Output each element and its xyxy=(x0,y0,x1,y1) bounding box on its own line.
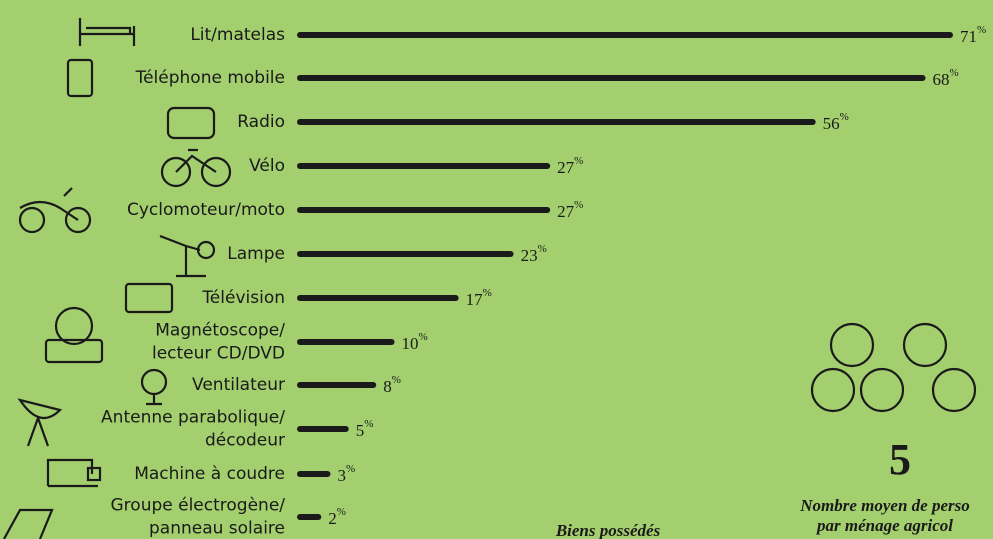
value: 17 xyxy=(466,290,484,309)
fan-icon xyxy=(140,368,168,406)
value: 27 xyxy=(557,158,575,177)
category-label: Vélo xyxy=(249,156,285,176)
value-label: 2% xyxy=(328,506,346,528)
value-label: 10% xyxy=(402,331,428,353)
value: 2 xyxy=(328,509,337,528)
category-label: Lampe xyxy=(227,244,285,264)
value: 56 xyxy=(823,114,840,133)
value-label: 56% xyxy=(823,111,849,133)
unit: % xyxy=(364,418,373,430)
icons xyxy=(3,18,977,539)
people-icons xyxy=(810,322,977,413)
unit: % xyxy=(574,199,583,211)
solar-icon xyxy=(3,508,54,539)
unit: % xyxy=(538,243,547,255)
bike-icon xyxy=(160,148,232,188)
lamp-icon xyxy=(159,234,216,278)
value-label: 5% xyxy=(356,418,374,440)
unit: % xyxy=(419,331,428,343)
bed-icon xyxy=(78,18,136,46)
value: 71 xyxy=(960,27,977,46)
tv-icon xyxy=(124,282,174,314)
value: 3 xyxy=(337,466,346,485)
household-caption: Nombre moyen de perso xyxy=(799,496,970,515)
unit: % xyxy=(337,506,346,518)
value-label: 27% xyxy=(557,155,583,177)
unit: % xyxy=(392,374,401,386)
category-label: Lit/matelas xyxy=(190,25,285,45)
category-label: Machine à coudre xyxy=(134,464,285,484)
category-label: Magnétoscope/ xyxy=(155,321,285,341)
unit: % xyxy=(574,155,583,167)
value: 27 xyxy=(557,202,575,221)
unit: % xyxy=(840,111,849,123)
value: 23 xyxy=(521,246,538,265)
unit: % xyxy=(346,463,355,475)
unit: % xyxy=(977,24,986,36)
value-label: 68% xyxy=(933,67,959,89)
category-label: Groupe électrogène/ xyxy=(111,496,286,516)
household-size: 5 xyxy=(889,435,911,484)
chart-caption: Biens possédés xyxy=(555,521,661,539)
category-label: décodeur xyxy=(205,431,285,451)
radio-icon xyxy=(166,106,216,140)
value-label: 17% xyxy=(466,287,492,309)
unit: % xyxy=(950,67,959,79)
value-label: 27% xyxy=(557,199,583,221)
unit: % xyxy=(483,287,492,299)
value-label: 8% xyxy=(383,374,401,396)
category-label: Cyclomoteur/moto xyxy=(127,200,285,220)
dish-icon xyxy=(17,398,63,447)
category-label: Antenne parabolique/ xyxy=(101,408,285,428)
phone-icon xyxy=(66,58,94,98)
category-label: Ventilateur xyxy=(192,375,285,395)
category-label: panneau solaire xyxy=(149,519,285,539)
moto-icon xyxy=(18,187,92,234)
value-label: 3% xyxy=(337,463,355,485)
category-label: Radio xyxy=(237,112,285,132)
value: 68 xyxy=(933,70,950,89)
value: 8 xyxy=(383,377,392,396)
category-label: lecteur CD/DVD xyxy=(152,344,285,364)
value: 10 xyxy=(402,334,419,353)
vcr-icon xyxy=(44,306,104,364)
value-label: 71% xyxy=(960,24,986,46)
value: 5 xyxy=(356,421,365,440)
household-caption: par ménage agricol xyxy=(815,516,953,535)
category-label: Téléphone mobile xyxy=(135,68,285,88)
category-label: Télévision xyxy=(201,288,285,308)
value-label: 23% xyxy=(521,243,547,265)
sewing-icon xyxy=(46,458,102,488)
